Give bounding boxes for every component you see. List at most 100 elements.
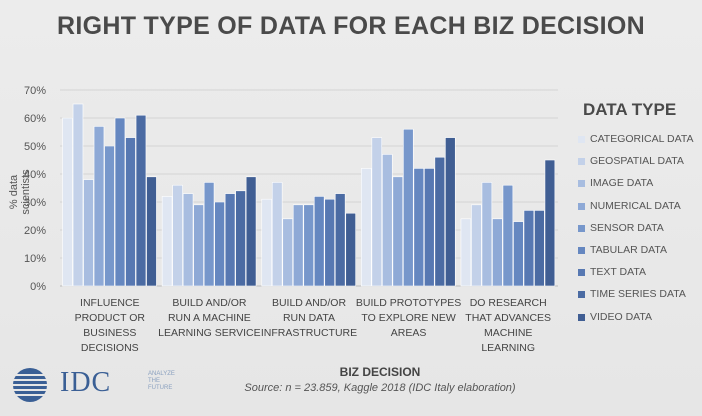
bar	[392, 176, 404, 287]
logo-tagline-line: ANALYZE	[148, 371, 175, 377]
legend-label: NUMERICAL DATA	[590, 199, 681, 212]
legend-label: TIME SERIES DATA	[590, 288, 686, 301]
logo-text: IDC	[60, 367, 112, 398]
x-tick-label: PRODUCT OR	[75, 312, 146, 324]
x-tick-label: DO RESEARCH	[470, 297, 547, 309]
bar	[93, 126, 105, 287]
x-tick-label: BUSINESS	[83, 327, 136, 339]
x-tick-label: RUN A MACHINE	[168, 312, 251, 324]
bar	[203, 182, 215, 287]
bar	[523, 210, 535, 287]
x-axis-label: BIZ DECISION	[339, 365, 421, 379]
legend-swatch	[578, 136, 585, 143]
bar	[104, 145, 115, 287]
bar	[382, 154, 393, 287]
bar	[534, 210, 545, 287]
idc-logo: IDC ANALYZE THE FUTURE	[10, 365, 180, 405]
bar	[214, 201, 225, 287]
legend-label: CATEGORICAL DATA	[590, 133, 694, 145]
logo-tagline: ANALYZE THE FUTURE	[148, 371, 188, 392]
x-tick-label: INFRASTRUCTURE	[261, 327, 357, 339]
bar	[481, 182, 493, 287]
bar	[424, 168, 435, 287]
y-tick-label: 50%	[24, 141, 46, 153]
legend-swatch	[578, 158, 585, 166]
logo-tagline-line: FUTURE	[148, 385, 173, 391]
legend-title: DATA TYPE	[583, 100, 677, 119]
x-tick-label: LEARNING SERVICE	[158, 327, 261, 339]
bar	[434, 156, 446, 287]
y-tick-label: 60%	[24, 113, 46, 125]
bar	[62, 117, 73, 287]
x-tick-label: RUN DATA	[283, 312, 335, 324]
bar	[245, 176, 257, 287]
legend-swatch	[578, 247, 585, 254]
y-tick-label: 70%	[24, 85, 46, 97]
bar	[361, 168, 372, 287]
bar	[261, 198, 272, 287]
idc-globe-icon	[13, 368, 47, 402]
bar	[544, 159, 556, 287]
legend-label: VIDEO DATA	[590, 310, 653, 323]
bar	[460, 218, 472, 287]
x-tick-label: THAT ADVANCES	[465, 312, 551, 324]
bar	[313, 196, 325, 287]
bar	[83, 179, 94, 287]
x-tick-label: DECISIONS	[81, 342, 139, 354]
bar	[282, 218, 293, 287]
legend-label: TEXT DATA	[590, 266, 647, 279]
bar	[513, 221, 524, 287]
bar	[292, 204, 304, 287]
x-tick-label: BUILD AND/OR	[172, 297, 247, 309]
chart-title: RIGHT TYPE OF DATA FOR EACH BIZ DECISION	[57, 12, 645, 40]
bar	[193, 204, 204, 287]
legend-label: IMAGE DATA	[590, 177, 654, 190]
legend-swatch	[578, 313, 585, 321]
bar	[271, 182, 283, 287]
bar	[471, 204, 482, 287]
bar	[303, 204, 314, 287]
logo-tagline-line: THE	[148, 378, 160, 384]
bar	[146, 176, 157, 287]
x-tick-label: TO EXPLORE NEW	[361, 312, 455, 324]
legend-swatch	[578, 202, 585, 210]
bar	[445, 137, 456, 287]
bar	[345, 212, 356, 287]
y-tick-label: 10%	[24, 253, 46, 265]
bar	[182, 193, 194, 287]
y-tick-label: 0%	[30, 281, 46, 293]
bar	[172, 184, 183, 287]
x-tick-label: LEARNING	[481, 342, 535, 354]
legend-swatch	[578, 224, 585, 232]
bar	[114, 117, 126, 287]
legend-label: GEOSPATIAL DATA	[590, 155, 684, 168]
bar	[125, 137, 136, 287]
bar	[135, 114, 147, 287]
bar	[235, 190, 246, 287]
x-tick-label: MACHINE	[484, 327, 532, 339]
y-tick-label: 40%	[24, 169, 46, 181]
x-tick-label: BUILD PROTOTYPES	[356, 297, 461, 309]
y-tick-label: 20%	[24, 225, 46, 237]
bar	[492, 218, 503, 287]
x-tick-label: BUILD AND/OR	[272, 297, 347, 309]
bar	[413, 168, 425, 287]
bar	[334, 193, 346, 287]
source-note: Source: n = 23.859, Kaggle 2018 (IDC Ita…	[244, 382, 516, 394]
legend-swatch	[578, 269, 585, 277]
legend-swatch	[578, 180, 585, 188]
bar	[502, 184, 514, 287]
legend-swatch	[578, 291, 585, 299]
bar	[224, 193, 236, 287]
legend-label: SENSOR DATA	[590, 221, 664, 234]
bar	[324, 198, 335, 287]
legend-label: TABULAR DATA	[590, 244, 668, 256]
x-tick-label: AREAS	[391, 327, 427, 339]
bar	[161, 196, 173, 287]
bar	[371, 137, 383, 287]
x-tick-label: INFLUENCE	[80, 297, 140, 309]
y-tick-label: 30%	[24, 197, 46, 209]
bar	[403, 128, 414, 287]
